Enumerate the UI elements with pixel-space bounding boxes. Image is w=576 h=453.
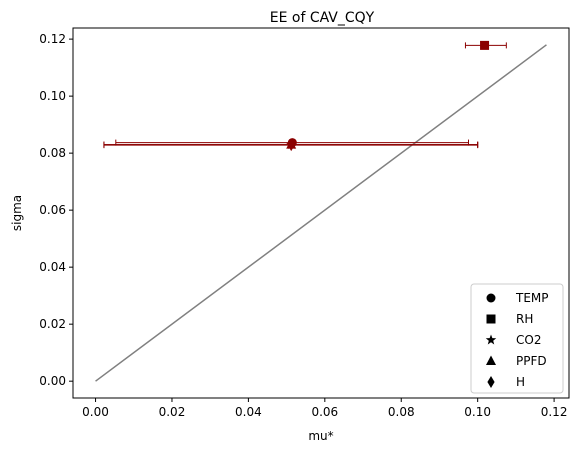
- legend-label-rh: RH: [516, 312, 533, 326]
- data-point-rh: [480, 40, 490, 50]
- data-point-h: [287, 139, 295, 152]
- x-tick-label: 0.06: [311, 405, 338, 419]
- y-tick-label: 0.06: [39, 203, 66, 217]
- legend: TEMP RH CO2 PPFD H: [470, 283, 564, 394]
- chart-title: EE of CAV_CQY: [270, 10, 375, 26]
- x-axis: 0.00 0.02 0.04 0.06 0.08 0.10 0.12: [82, 398, 567, 419]
- legend-marker-temp: [486, 293, 496, 303]
- legend-marker-h: [487, 376, 495, 388]
- legend-label-h: H: [516, 375, 525, 389]
- x-tick-label: 0.08: [388, 405, 415, 419]
- y-tick-label: 0.00: [39, 374, 66, 388]
- y-tick-label: 0.08: [39, 146, 66, 160]
- y-tick-label: 0.04: [39, 260, 66, 274]
- y-axis: 0.00 0.02 0.04 0.06 0.08 0.10 0.12: [39, 32, 73, 388]
- legend-label-co2: CO2: [516, 333, 541, 347]
- x-axis-label: mu*: [308, 429, 333, 443]
- legend-marker-rh: [486, 314, 496, 324]
- reference-line: [95, 44, 547, 382]
- legend-marker-co2: [485, 334, 497, 345]
- x-tick-label: 0.00: [82, 405, 109, 419]
- y-tick-label: 0.02: [39, 317, 66, 331]
- y-tick-label: 0.12: [39, 32, 66, 46]
- x-tick-label: 0.12: [541, 405, 568, 419]
- x-tick-label: 0.02: [159, 405, 186, 419]
- legend-marker-ppfd: [486, 355, 496, 365]
- y-axis-label: sigma: [10, 195, 24, 231]
- reference-line-layer: [95, 44, 547, 382]
- legend-label-temp: TEMP: [515, 291, 549, 305]
- y-tick-label: 0.10: [39, 89, 66, 103]
- x-tick-label: 0.10: [464, 405, 491, 419]
- legend-box: [470, 283, 564, 394]
- legend-label-ppfd: PPFD: [516, 354, 547, 368]
- marker-layer: [285, 40, 490, 152]
- x-tick-label: 0.04: [235, 405, 262, 419]
- plot-frame: [72, 27, 570, 399]
